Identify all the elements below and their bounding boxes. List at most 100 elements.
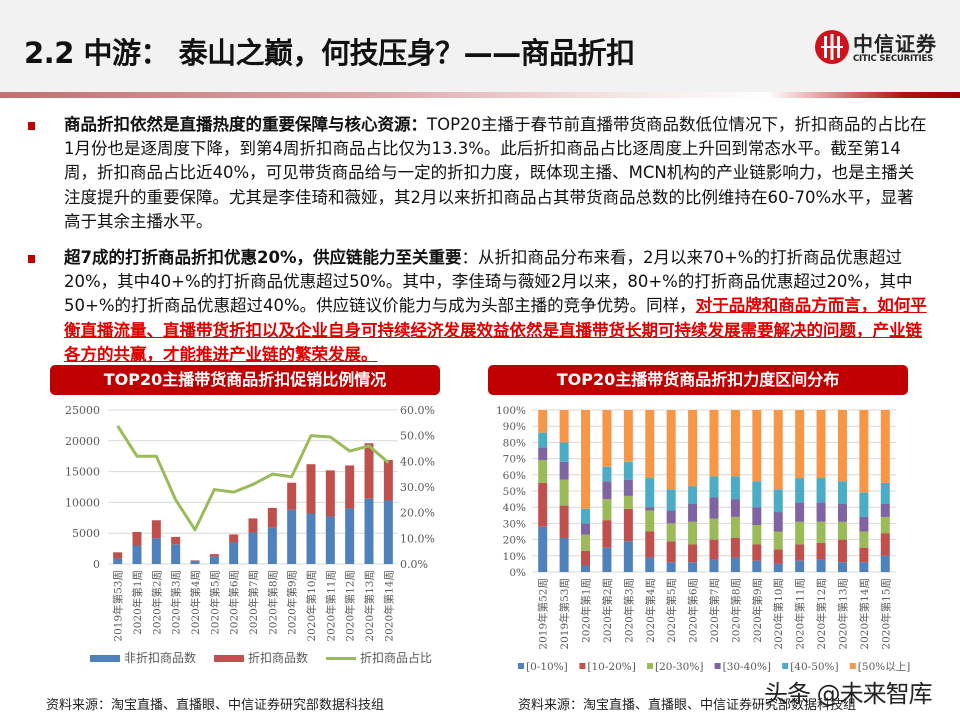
bar-discount (383, 459, 393, 501)
bar-segment (837, 410, 847, 482)
bar-segment (581, 550, 591, 566)
bar-segment (666, 541, 676, 563)
y-tick-label: 10% (503, 551, 526, 563)
bar-segment (538, 526, 548, 572)
y-tick-label: 100% (496, 405, 526, 417)
x-tick-label: 2020年第13周 (363, 570, 376, 642)
bar-segment (859, 547, 869, 563)
bar-segment (816, 542, 826, 560)
x-tick-label: 2019年第53周 (112, 570, 125, 642)
x-tick-label: 2020年第1周 (580, 578, 593, 643)
bar-segment (816, 478, 826, 503)
legend-swatch (214, 655, 244, 662)
legend-label: [10-20%] (587, 661, 635, 673)
citic-logo-icon (815, 30, 849, 64)
y2-tick-label: 40.0% (400, 455, 435, 468)
y2-tick-label: 60.0% (400, 404, 435, 417)
bar-segment (666, 562, 676, 572)
x-tick-label: 2020年第1周 (131, 570, 144, 635)
legend-label: 折扣商品数 (248, 650, 308, 665)
bar-segment (666, 510, 676, 524)
bar-segment (773, 563, 783, 572)
bar-segment (559, 505, 569, 538)
x-tick-label: 2020年第8周 (266, 570, 279, 635)
bar-segment (859, 562, 869, 572)
bar-segment (538, 432, 548, 448)
bullet-square-icon (28, 255, 35, 264)
bar-discount (248, 518, 258, 533)
legend-label: [50%以上] (858, 661, 911, 673)
bar-discount (190, 560, 200, 561)
right-chart-title: TOP20主播带货商品折扣力度区间分布 (488, 365, 908, 395)
legend-swatch (849, 663, 856, 669)
bar-segment (859, 531, 869, 548)
bar-segment (859, 410, 869, 493)
x-tick-label: 2020年第11周 (324, 570, 337, 642)
bar-segment (645, 557, 655, 572)
bar-segment (623, 541, 633, 572)
right-chart: 0% 10% 20% 30% 40% 50% 60% 70% 80% 90% 100% 2019年第5… (496, 405, 911, 673)
bar-segment (645, 507, 655, 511)
legend-label: [40-50%] (790, 661, 838, 673)
legend-label: 非折扣商品数 (124, 650, 196, 665)
bar-segment (880, 410, 890, 483)
bar-non-discount (287, 509, 297, 564)
y-tick-label: 70% (503, 454, 526, 466)
bar-discount (132, 531, 142, 546)
right-chart-source: 资料来源：淘宝直播、直播眼、中信证券研究部数据科技组 (518, 698, 857, 713)
bar-discount (229, 534, 239, 543)
x-tick-label: 2020年第3周 (622, 578, 635, 643)
y-tick-label: 90% (503, 421, 526, 433)
bar-non-discount (190, 560, 200, 564)
y-tick-label: 20% (503, 535, 526, 547)
x-tick-label: 2020年第12周 (815, 578, 828, 650)
bar-segment (688, 521, 698, 545)
bar-segment (709, 476, 719, 498)
legend-label: [30-40%] (723, 661, 771, 673)
bar-segment (581, 410, 591, 509)
bar-segment (602, 466, 612, 482)
x-tick-label: 2020年第10周 (772, 578, 785, 650)
legend-swatch (647, 663, 653, 669)
bar-segment (666, 523, 676, 542)
x-tick-label: 2020年第7周 (708, 578, 721, 643)
bar-segment (709, 518, 719, 540)
bar-segment (581, 534, 591, 551)
bar-segment (773, 512, 783, 532)
bar-segment (581, 565, 591, 572)
legend-label: [0-10%] (526, 661, 568, 673)
citic-logo: 中信证券 CITIC SECURITIES (815, 28, 955, 68)
bar-segment (880, 516, 890, 534)
legend-line-swatch (326, 657, 356, 660)
bar-segment (880, 482, 890, 504)
bar-segment (581, 523, 591, 535)
page-title: 2.2 中游： 泰山之巅，何技压身？——商品折扣 (24, 36, 635, 70)
legend-swatch (90, 655, 120, 662)
bar-segment (880, 503, 890, 517)
x-tick-label: 2020年第11周 (794, 578, 807, 650)
bar-segment (602, 481, 612, 500)
x-tick-label: 2020年第10周 (305, 570, 318, 642)
x-tick-label: 2020年第4周 (644, 578, 657, 643)
x-tick-label: 2020年第14周 (858, 578, 871, 650)
bar-segment (666, 489, 676, 511)
bar-segment (859, 516, 869, 532)
bar-segment (730, 537, 740, 558)
bullet-1-text: TOP20主播于春节前直播带货商品数低位情况下，折扣商品的占比在1月份也是逐周度… (64, 115, 927, 231)
bar-non-discount (383, 500, 393, 564)
discount-ratio-line (116, 425, 390, 532)
x-tick-label: 2020年第13周 (836, 578, 849, 650)
x-tick-label: 2020年第6周 (228, 570, 241, 635)
bar-segment (752, 507, 762, 526)
y-tick-label: 25000 (65, 404, 100, 417)
x-tick-label: 2020年第4周 (189, 570, 202, 635)
watermark: 头条 @未来智库 (764, 680, 933, 708)
x-tick-label: 2020年第6周 (687, 578, 700, 643)
bar-segment (837, 539, 847, 563)
y-tick-label: 40% (503, 502, 526, 514)
x-tick-label: 2020年第7周 (247, 570, 260, 635)
y2-tick-label: 10.0% (400, 532, 435, 545)
bar-non-discount (364, 498, 374, 564)
bar-segment (559, 479, 569, 506)
bullet-list: 商品折扣依然是直播热度的重要保障与核心资源：TOP20主播于春节前直播带货商品数… (28, 113, 928, 379)
